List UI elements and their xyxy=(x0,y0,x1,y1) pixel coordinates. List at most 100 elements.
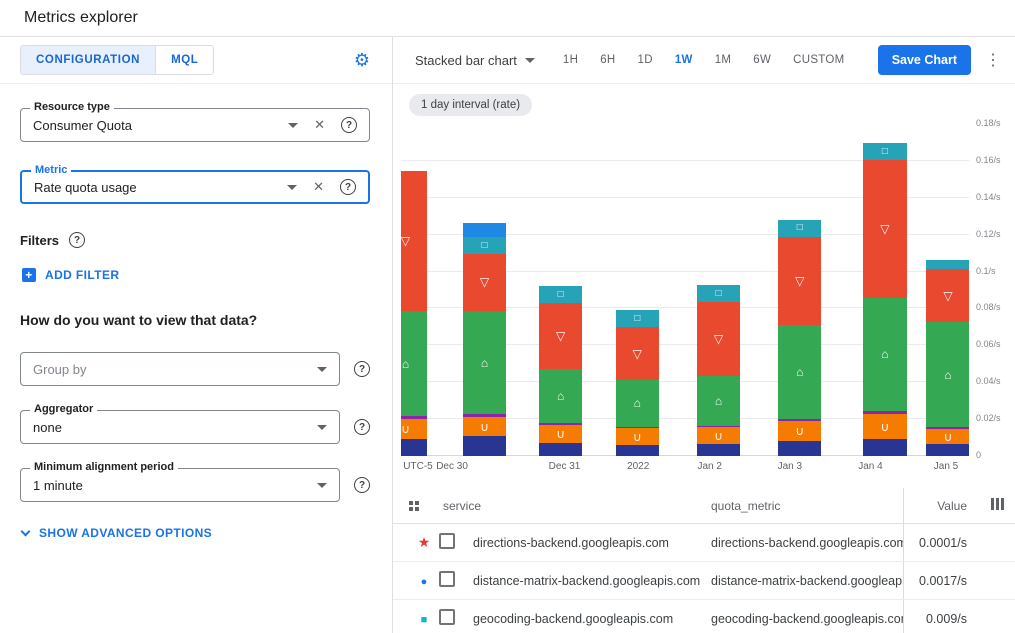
tab-configuration[interactable]: CONFIGURATION xyxy=(21,46,156,74)
show-advanced-options[interactable]: SHOW ADVANCED OPTIONS xyxy=(20,526,370,540)
bar-segment-orange[interactable]: ∪ xyxy=(926,429,969,445)
bar-segment-dark-blue[interactable] xyxy=(863,439,907,456)
bar-segment-purple[interactable] xyxy=(401,416,428,420)
range-6w[interactable]: 6W xyxy=(753,54,772,66)
interval-chip[interactable]: 1 day interval (rate) xyxy=(409,94,533,116)
column-quota-metric[interactable]: quota_metric xyxy=(711,498,781,513)
chart-type-select[interactable]: Stacked bar chart xyxy=(415,53,535,68)
help-icon[interactable]: ? xyxy=(341,117,357,133)
bar-segment-green[interactable]: ⌂ xyxy=(539,369,583,423)
bar-segment-dark-blue[interactable] xyxy=(539,443,583,456)
help-icon[interactable]: ? xyxy=(69,232,86,248)
bar-segment-teal[interactable]: □ xyxy=(696,285,741,302)
tab-mql[interactable]: MQL xyxy=(155,46,214,74)
series-point-marker: ∪ xyxy=(714,428,723,443)
bar-segment-red[interactable]: ▽ xyxy=(926,268,969,323)
chart-type-value: Stacked bar chart xyxy=(415,52,517,68)
column-service[interactable]: service xyxy=(443,498,482,513)
bar-segment-orange[interactable]: ∪ xyxy=(863,413,907,440)
metric-select[interactable]: Metric Rate quota usage ✕ ? xyxy=(20,164,370,204)
bar-segment-dark-blue[interactable] xyxy=(615,444,659,456)
bar-segment-green[interactable]: ⌂ xyxy=(615,380,659,427)
help-icon[interactable]: ? xyxy=(354,477,370,493)
chevron-down-icon[interactable] xyxy=(317,366,327,372)
bar-segment-purple[interactable] xyxy=(539,422,583,425)
bar-segment-teal[interactable]: □ xyxy=(863,143,907,160)
clear-icon[interactable]: ✕ xyxy=(313,179,324,194)
panel-tabs-row: CONFIGURATION MQL ⚙ xyxy=(0,37,392,84)
bar-segment-dark-blue[interactable] xyxy=(401,439,428,456)
bar-segment-red[interactable]: ▽ xyxy=(401,170,428,312)
alignment-period-select[interactable]: Minimum alignment period 1 minute xyxy=(20,461,340,502)
range-1d[interactable]: 1D xyxy=(637,54,653,66)
bar-segment-dark-blue[interactable] xyxy=(462,435,507,456)
bar-segment-red[interactable]: ▽ xyxy=(462,253,507,312)
range-custom[interactable]: CUSTOM xyxy=(793,54,845,66)
configuration-fields: Resource type Consumer Quota ✕ ? Metric … xyxy=(0,84,392,540)
aggregator-select[interactable]: Aggregator none xyxy=(20,403,340,444)
clear-icon[interactable]: ✕ xyxy=(314,117,325,132)
more-options-icon[interactable]: ⋮ xyxy=(985,52,1001,69)
chevron-down-icon[interactable] xyxy=(287,184,298,190)
bar-segment-red[interactable]: ▽ xyxy=(539,302,583,370)
group-icon[interactable] xyxy=(409,500,443,511)
chevron-down-icon[interactable] xyxy=(288,122,299,128)
bar-segment-red[interactable]: ▽ xyxy=(696,302,741,376)
bar-segment-green[interactable]: ⌂ xyxy=(401,311,428,417)
group-by-select[interactable]: Group by xyxy=(20,352,340,386)
bar-segment-purple[interactable] xyxy=(863,410,907,414)
table-row[interactable]: ■ geocoding-backend.googleapis.com geocodi… xyxy=(393,600,1015,633)
chevron-down-icon[interactable] xyxy=(317,424,327,430)
table-body: ★ directions-backend.googleapis.com direct… xyxy=(393,524,1015,633)
help-icon[interactable]: ? xyxy=(354,419,370,435)
bar-segment-teal[interactable]: □ xyxy=(615,310,659,327)
bar-segment-green[interactable]: ⌂ xyxy=(778,325,822,420)
bar-segment-green[interactable]: ⌂ xyxy=(462,311,507,415)
bar-segment-red[interactable]: ▽ xyxy=(778,236,822,326)
range-1h[interactable]: 1H xyxy=(562,54,579,66)
resource-type-select[interactable]: Resource type Consumer Quota ✕ ? xyxy=(20,101,370,142)
bar-segment-orange[interactable]: ∪ xyxy=(615,428,659,445)
row-checkbox[interactable] xyxy=(439,533,455,549)
bar-segment-orange[interactable]: ∪ xyxy=(696,427,741,445)
bar-segment-orange[interactable]: ∪ xyxy=(539,424,583,444)
help-icon[interactable]: ? xyxy=(340,179,356,195)
range-1m[interactable]: 1M xyxy=(714,54,732,66)
value-cell: 0.0017/s xyxy=(903,562,977,599)
add-filter-button[interactable]: + ADD FILTER xyxy=(22,268,370,282)
bar-segment-teal[interactable]: □ xyxy=(539,286,583,303)
table-row[interactable]: ● distance-matrix-backend.googleapis.com d… xyxy=(393,562,1015,600)
help-icon[interactable]: ? xyxy=(354,361,370,377)
range-6h[interactable]: 6H xyxy=(600,54,616,66)
bar-segment-orange[interactable]: ∪ xyxy=(462,417,507,436)
bar-segment-teal[interactable] xyxy=(926,259,969,269)
bar-segment-orange[interactable]: ∪ xyxy=(778,420,822,442)
bar-segment-red[interactable]: ▽ xyxy=(863,159,907,299)
save-chart-button[interactable]: Save Chart xyxy=(877,45,971,75)
bar-segment-blue[interactable] xyxy=(462,222,507,238)
range-1w[interactable]: 1W xyxy=(674,54,693,66)
bar-segment-teal[interactable]: □ xyxy=(778,219,822,237)
row-checkbox[interactable] xyxy=(439,609,455,625)
chevron-down-icon[interactable] xyxy=(317,482,327,488)
bar-segment-purple[interactable] xyxy=(462,414,507,418)
bar-segment-teal[interactable]: □ xyxy=(462,237,507,254)
bar-segment-orange[interactable]: ∪ xyxy=(401,419,428,440)
table-row[interactable]: ★ directions-backend.googleapis.com direct… xyxy=(393,524,1015,562)
bar-segment-purple[interactable] xyxy=(615,426,659,429)
column-display-icon[interactable] xyxy=(989,498,1004,513)
bar-segment-dark-blue[interactable] xyxy=(696,444,741,456)
bar-segment-red[interactable]: ▽ xyxy=(615,326,659,381)
bar-segment-dark-blue[interactable] xyxy=(778,441,822,456)
bar-segment-purple[interactable] xyxy=(778,419,822,421)
bar-segment-dark-blue[interactable] xyxy=(926,444,969,456)
row-checkbox[interactable] xyxy=(439,571,455,587)
bar-segment-purple[interactable] xyxy=(926,427,969,430)
bar-segment-purple[interactable] xyxy=(696,425,741,428)
bar-segment-green[interactable]: ⌂ xyxy=(863,298,907,411)
bar-segment-green[interactable]: ⌂ xyxy=(696,375,741,426)
settings-gear-icon[interactable]: ⚙ xyxy=(353,50,370,70)
chart-plot-area[interactable]: ∪ ⌂ ▽ ∪ ⌂ ▽ □ ∪ ⌂ ▽ □ ∪ ⌂ ▽ □ ∪ ⌂ ▽ □ ∪ ⌂ ▽ □ ∪ ⌂ ▽ □ ∪ ⌂ ▽ xyxy=(401,124,969,456)
bar-segment-green[interactable]: ⌂ xyxy=(926,322,969,428)
column-value[interactable]: Value xyxy=(903,488,977,523)
